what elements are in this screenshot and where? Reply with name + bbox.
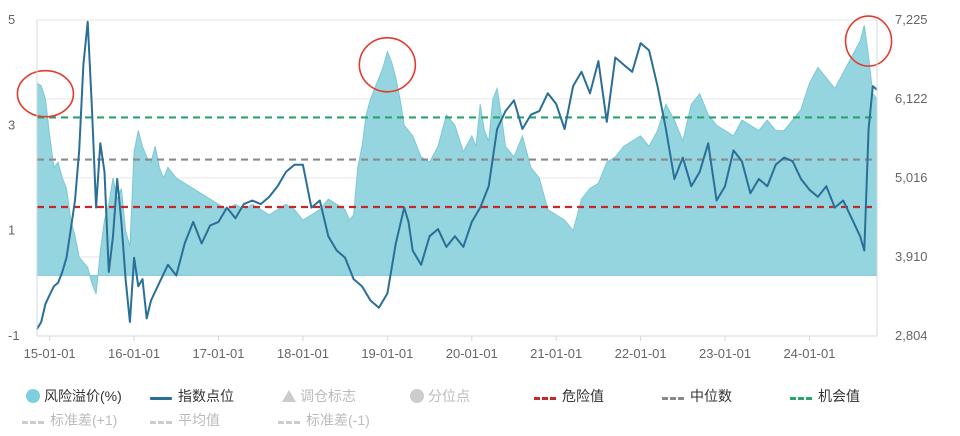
x-tick-label: 20-01-01 <box>446 346 498 361</box>
legend-label: 指数点位 <box>178 388 234 404</box>
legend-dash-icon <box>150 421 172 424</box>
legend-danger-value[interactable]: 危险值 <box>534 386 662 406</box>
legend-dash-icon <box>534 397 556 400</box>
highlight-circles <box>16 15 893 118</box>
legend-label: 机会值 <box>818 388 860 404</box>
left-tick-label: 1 <box>8 223 15 238</box>
legend-dash-icon <box>278 421 300 424</box>
legend-triangle-icon <box>282 390 296 402</box>
legend-std-plus1[interactable]: 标准差(+1) <box>22 410 150 430</box>
highlight-circle-3 <box>844 15 893 67</box>
risk-premium-chart: 5 3 1 -1 7,225 6,122 5,016 3,910 2,804 15-01-01… <box>8 12 928 361</box>
legend-rebalance-flag[interactable]: 调仓标志 <box>278 386 406 406</box>
right-axis-ticks: 7,225 6,122 5,016 3,910 2,804 <box>895 12 928 343</box>
x-tick-label: 23-01-01 <box>699 346 751 361</box>
right-tick-label: 2,804 <box>895 328 928 343</box>
legend-std-minus1[interactable]: 标准差(-1) <box>278 410 406 430</box>
right-tick-label: 7,225 <box>895 12 928 27</box>
axes <box>36 20 878 337</box>
legend-label: 调仓标志 <box>300 388 356 404</box>
index-points-line <box>36 20 878 330</box>
x-tick-label: 22-01-01 <box>615 346 667 361</box>
legend-dash-icon <box>662 397 684 400</box>
left-tick-label: 3 <box>8 117 15 132</box>
legend-index-points[interactable]: 指数点位 <box>150 386 278 406</box>
legend-opportunity-value[interactable]: 机会值 <box>790 386 918 406</box>
legend-dot-icon <box>26 389 40 403</box>
left-axis-ticks: 5 3 1 -1 <box>8 12 20 343</box>
legend: 风险溢价(%) 指数点位 调仓标志 分位点 危险值 中位数 机会值 标准差(+1) 平均值 标准… <box>22 384 952 432</box>
legend-row-2: 标准差(+1) 平均值 标准差(-1) <box>22 408 952 432</box>
legend-label: 分位点 <box>428 388 470 404</box>
legend-line-icon <box>150 397 172 400</box>
x-tick-label: 16-01-01 <box>108 346 160 361</box>
legend-median[interactable]: 中位数 <box>662 386 790 406</box>
legend-label: 标准差(+1) <box>50 412 118 428</box>
legend-label: 标准差(-1) <box>306 412 370 428</box>
x-tick-label: 24-01-01 <box>783 346 835 361</box>
highlight-circle-1 <box>16 69 75 118</box>
right-tick-label: 3,910 <box>895 249 928 264</box>
legend-label: 中位数 <box>690 388 732 404</box>
x-tick-label: 17-01-01 <box>192 346 244 361</box>
x-tick-label: 18-01-01 <box>277 346 329 361</box>
reference-lines <box>37 116 877 209</box>
highlight-circle-2 <box>358 36 417 93</box>
left-tick-label: -1 <box>8 328 20 343</box>
legend-average[interactable]: 平均值 <box>150 410 278 430</box>
legend-row-1: 风险溢价(%) 指数点位 调仓标志 分位点 危险值 中位数 机会值 <box>22 384 952 408</box>
legend-risk-premium[interactable]: 风险溢价(%) <box>22 386 150 406</box>
legend-label: 危险值 <box>562 388 604 404</box>
legend-label: 风险溢价(%) <box>44 388 122 404</box>
legend-dot-icon <box>410 389 424 403</box>
right-tick-label: 6,122 <box>895 91 928 106</box>
legend-quantile-points[interactable]: 分位点 <box>406 386 534 406</box>
x-tick-label: 21-01-01 <box>530 346 582 361</box>
right-tick-label: 5,016 <box>895 170 928 185</box>
legend-label: 平均值 <box>178 412 220 428</box>
left-tick-label: 5 <box>8 12 15 27</box>
legend-dash-icon <box>790 397 812 400</box>
index-line-layer <box>36 20 878 330</box>
x-tick-label: 19-01-01 <box>361 346 413 361</box>
x-axis-ticks: 15-01-01 16-01-01 17-01-01 18-01-01 19-01-01… <box>24 336 835 361</box>
legend-dash-icon <box>22 421 44 424</box>
x-tick-label: 15-01-01 <box>24 346 76 361</box>
